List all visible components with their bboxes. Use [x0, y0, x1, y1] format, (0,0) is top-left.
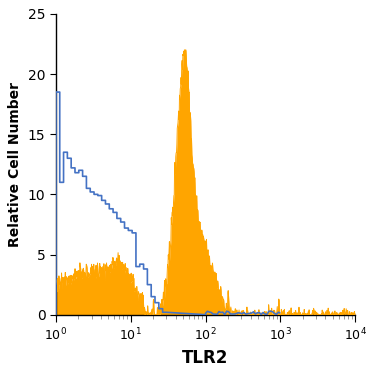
- X-axis label: TLR2: TLR2: [182, 349, 229, 367]
- Y-axis label: Relative Cell Number: Relative Cell Number: [8, 82, 22, 247]
